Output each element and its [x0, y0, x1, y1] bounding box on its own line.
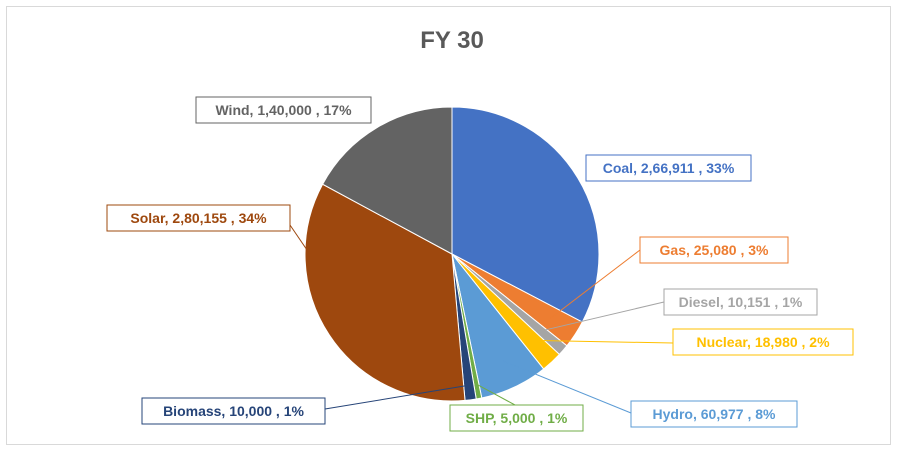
label-box-gas [639, 236, 789, 264]
label-box-nuclear [672, 328, 854, 356]
data-label-nuclear: Nuclear, 18,980 , 2% [696, 334, 830, 350]
leader-line-nuclear [531, 339, 674, 344]
leader-line-biomass [324, 384, 469, 410]
slice-solar [304, 183, 466, 402]
label-box-wind [195, 96, 372, 124]
label-box-hydro [630, 400, 798, 428]
leader-line-hydro [501, 360, 632, 414]
data-label-biomass: Biomass, 10,000 , 1% [163, 403, 304, 419]
label-box-biomass [141, 397, 326, 425]
data-label-coal: Coal, 2,66,911 , 33% [603, 160, 735, 176]
label-box-coal [585, 154, 752, 182]
data-label-hydro: Hydro, 60,977 , 8% [653, 406, 777, 422]
leader-lines [289, 224, 674, 414]
label-box-shp [449, 404, 584, 432]
label-box-solar [106, 204, 291, 232]
slice-coal [451, 106, 600, 323]
slice-wind [321, 106, 453, 255]
chart-title: FY 30 [420, 27, 484, 54]
pie-slices [304, 106, 600, 402]
label-box-diesel [663, 288, 818, 316]
data-labels: Coal, 2,66,911 , 33% Gas, 25,080 , 3% Dies… [106, 96, 854, 432]
data-label-gas: Gas, 25,080 , 3% [660, 242, 770, 258]
leader-line-diesel [540, 301, 665, 332]
data-label-shp: SHP, 5,000 , 1% [466, 410, 568, 426]
data-label-diesel: Diesel, 10,151 , 1% [679, 294, 803, 310]
leader-line-shp [476, 383, 516, 406]
leader-line-solar [289, 224, 355, 319]
leader-line-gas [550, 249, 641, 319]
data-label-wind: Wind, 1,40,000 , 17% [215, 102, 352, 118]
data-label-solar: Solar, 2,80,155 , 34% [130, 210, 267, 226]
